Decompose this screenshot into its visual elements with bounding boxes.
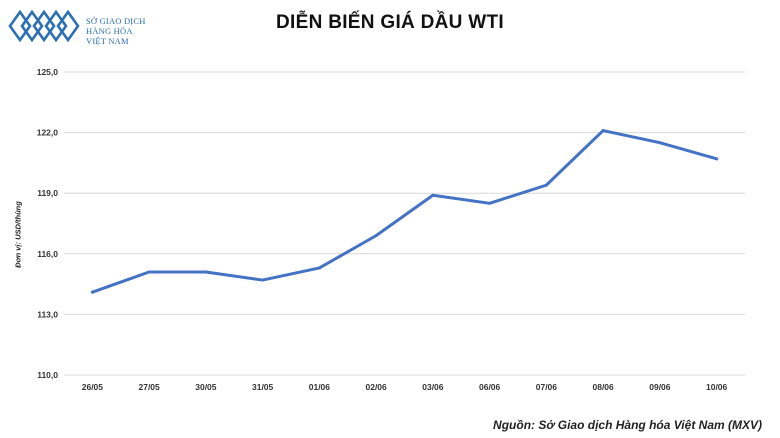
- series-line: [90, 129, 719, 294]
- y-tick-label: 110,0: [37, 370, 58, 380]
- data-point: [544, 183, 548, 187]
- logo-text: SỞ GIAO DỊCH HÀNG HÓA VIỆT NAM: [86, 16, 146, 46]
- data-point: [261, 278, 265, 282]
- data-point: [147, 270, 151, 274]
- data-point: [488, 201, 492, 205]
- logo-line-3: VIỆT NAM: [86, 36, 129, 46]
- source-note: Nguồn: Sở Giao dịch Hàng hóa Việt Nam (M…: [493, 418, 762, 432]
- x-tick-label: 31/05: [252, 382, 274, 392]
- data-point: [317, 266, 321, 270]
- y-tick-label: 119,0: [37, 188, 58, 198]
- y-tick-label: 122,0: [37, 128, 59, 138]
- x-tick-label: 01/06: [309, 382, 331, 392]
- y-tick-label: 116,0: [37, 249, 58, 259]
- data-point: [715, 157, 719, 161]
- data-point: [601, 129, 605, 133]
- chart-title: DIỄN BIẾN GIÁ DẦU WTI: [276, 12, 504, 33]
- x-tick-label: 09/06: [649, 382, 671, 392]
- data-point: [90, 290, 94, 294]
- x-tick-label: 26/05: [82, 382, 104, 392]
- y-tick-label: 125,0: [37, 67, 59, 77]
- data-point: [374, 234, 378, 238]
- logo: SỞ GIAO DỊCH HÀNG HÓA VIỆT NAM: [8, 6, 158, 46]
- x-tick-label: 07/06: [536, 382, 558, 392]
- x-tick-label: 27/05: [138, 382, 160, 392]
- data-point: [204, 270, 208, 274]
- x-tick-label: 10/06: [706, 382, 728, 392]
- logo-line-1: SỞ GIAO DỊCH: [86, 16, 146, 26]
- logo-diamond-icon: [8, 9, 80, 43]
- data-point: [658, 141, 662, 145]
- x-tick-label: 08/06: [592, 382, 614, 392]
- x-tick-label: 06/06: [479, 382, 501, 392]
- logo-line-2: HÀNG HÓA: [86, 26, 133, 36]
- x-tick-label: 02/06: [365, 382, 387, 392]
- x-tick-label: 30/05: [195, 382, 217, 392]
- data-point: [431, 193, 435, 197]
- x-tick-label: 03/06: [422, 382, 444, 392]
- y-tick-label: 113,0: [37, 309, 58, 319]
